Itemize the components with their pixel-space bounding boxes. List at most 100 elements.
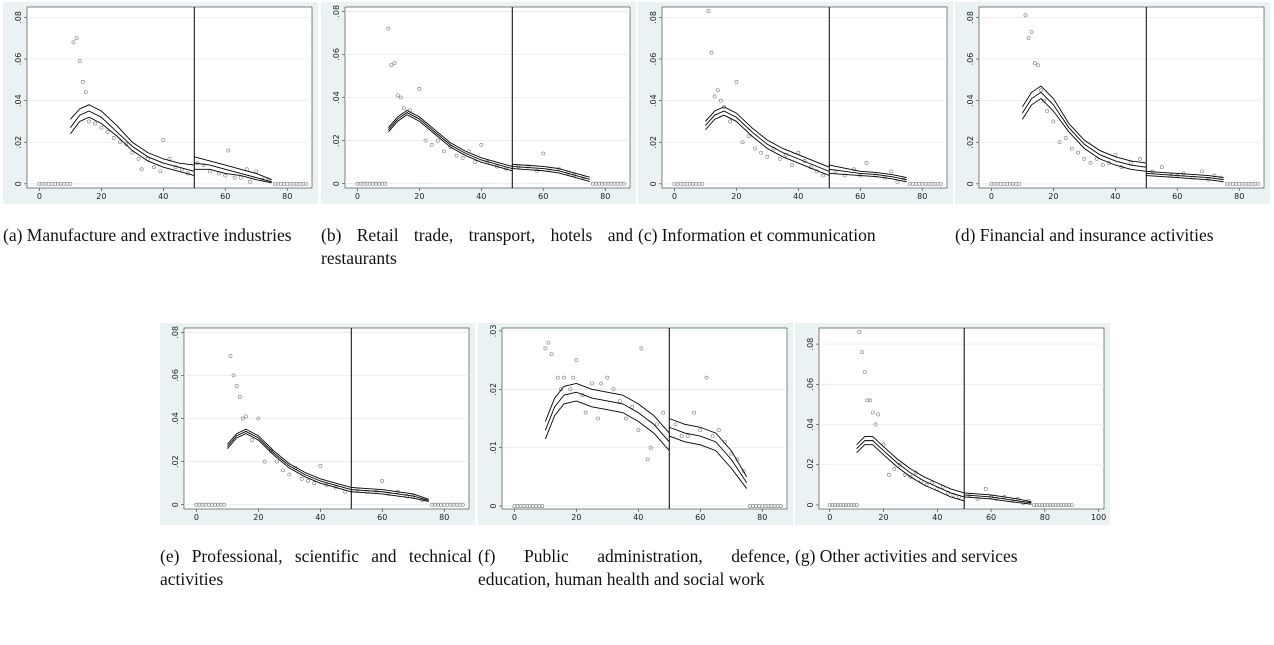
data-point xyxy=(715,88,720,93)
data-point xyxy=(1048,503,1053,507)
fit-line xyxy=(1146,175,1224,183)
x-tick-label: 80 xyxy=(439,513,449,522)
fit-line xyxy=(705,106,830,168)
data-point xyxy=(887,472,891,477)
x-tick-label: 20 xyxy=(878,513,888,522)
data-point xyxy=(525,164,530,169)
y-tick-label: .08 xyxy=(14,11,23,24)
fit-line xyxy=(70,116,195,176)
data-point xyxy=(852,503,856,507)
data-point xyxy=(68,181,73,186)
data-point xyxy=(833,503,838,507)
fit-line xyxy=(705,114,830,176)
data-point xyxy=(1034,503,1039,507)
data-point xyxy=(479,143,484,147)
fit-line xyxy=(1021,97,1147,172)
data-point xyxy=(254,169,259,174)
plot-area xyxy=(501,327,788,510)
data-point xyxy=(1017,181,1022,186)
y-tick-label: 0 xyxy=(14,181,23,186)
data-point xyxy=(1053,503,1058,507)
data-point xyxy=(555,375,560,380)
fit-line xyxy=(1021,91,1147,168)
fit-line xyxy=(388,112,513,170)
fit-line xyxy=(351,487,429,500)
x-tick-label: 80 xyxy=(1234,192,1244,201)
data-point xyxy=(1190,175,1195,180)
data-point xyxy=(226,148,231,153)
data-point xyxy=(562,375,566,380)
fit-line xyxy=(964,492,1032,503)
fit-line xyxy=(351,491,429,502)
fit-line xyxy=(194,156,272,181)
data-point xyxy=(862,370,867,375)
data-point xyxy=(857,330,862,334)
y-tick-label: .02 xyxy=(966,136,975,149)
data-point xyxy=(636,428,641,433)
x-tick-label: 0 xyxy=(37,192,42,201)
chart-panel: 0 .02 .04 .06 .08 0 20 40 60 80 xyxy=(3,2,318,204)
data-point xyxy=(908,474,913,479)
data-point xyxy=(574,358,579,363)
data-point xyxy=(661,410,665,415)
data-point xyxy=(1056,503,1061,507)
data-point xyxy=(83,90,88,95)
data-point xyxy=(870,410,875,415)
data-point xyxy=(827,503,832,507)
data-point xyxy=(1023,13,1028,18)
data-point xyxy=(1032,503,1036,507)
data-point xyxy=(897,462,902,467)
data-point xyxy=(876,412,881,417)
data-point xyxy=(232,175,237,180)
data-point xyxy=(854,503,859,507)
data-point xyxy=(706,9,711,14)
x-tick-label: 40 xyxy=(315,513,325,522)
fit-line xyxy=(544,383,670,434)
data-point xyxy=(700,181,705,186)
data-point xyxy=(983,486,988,491)
chart-panel: 0 .01 .02 .03 0 20 40 60 80 xyxy=(478,323,793,525)
data-point xyxy=(1045,503,1050,507)
data-point xyxy=(605,375,610,380)
data-point xyxy=(74,36,79,41)
data-point xyxy=(454,153,459,158)
data-point xyxy=(1010,499,1015,503)
data-point xyxy=(741,469,746,473)
data-point xyxy=(473,160,478,165)
data-point xyxy=(1042,503,1047,507)
data-point xyxy=(704,375,709,380)
data-point xyxy=(568,387,573,392)
data-point xyxy=(543,346,548,351)
y-tick-label: .08 xyxy=(171,326,180,339)
x-tick-label: 100 xyxy=(1091,513,1106,522)
y-tick-label: .04 xyxy=(332,91,341,104)
data-point xyxy=(546,340,551,345)
data-point xyxy=(777,156,782,161)
x-tick-label: 40 xyxy=(158,192,168,201)
data-point xyxy=(71,40,76,45)
data-point xyxy=(1051,119,1056,124)
x-tick-label: 80 xyxy=(600,192,610,201)
data-point xyxy=(1029,30,1034,34)
data-point xyxy=(1063,136,1068,140)
data-point xyxy=(734,79,739,84)
data-point xyxy=(1057,140,1062,145)
data-point xyxy=(821,173,825,178)
data-point xyxy=(571,375,576,380)
fit-line xyxy=(1146,172,1224,181)
data-point xyxy=(460,155,465,160)
data-point xyxy=(201,163,206,168)
data-point xyxy=(617,399,622,403)
data-point xyxy=(1051,503,1055,507)
x-tick-label: 0 xyxy=(827,513,832,522)
x-tick-label: 40 xyxy=(1110,192,1120,201)
x-tick-label: 60 xyxy=(377,513,387,522)
fit-line xyxy=(829,168,907,181)
data-point xyxy=(158,169,163,174)
x-tick-label: 0 xyxy=(989,192,994,201)
data-point xyxy=(240,416,245,421)
data-point xyxy=(223,173,228,178)
data-point xyxy=(624,416,628,421)
data-point xyxy=(417,86,422,91)
data-point xyxy=(679,434,684,438)
